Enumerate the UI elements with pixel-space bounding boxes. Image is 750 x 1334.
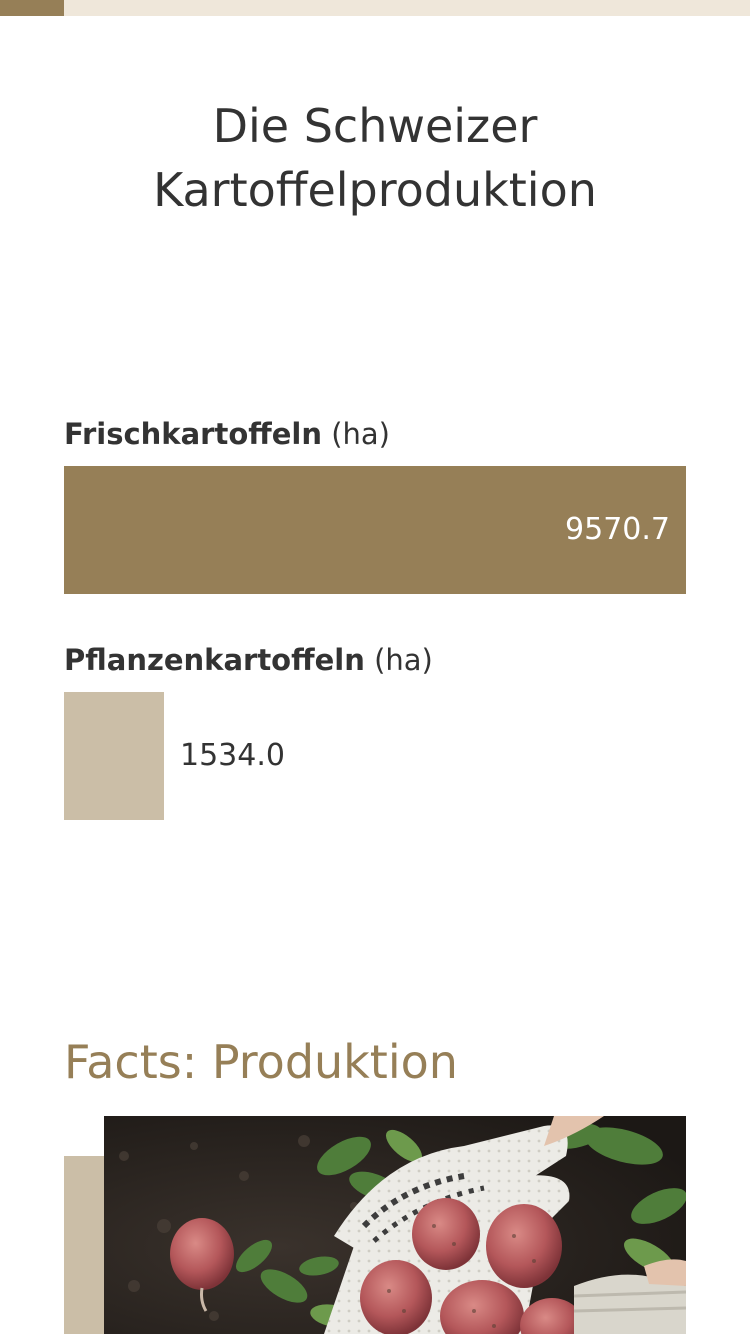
section-title: Facts: Produktion (64, 1035, 458, 1089)
bar-value-label: 9570.7 (565, 512, 670, 547)
potatoes-harvest-image (104, 1116, 686, 1334)
bar-unit: (ha) (321, 417, 390, 451)
scroll-progress-fill (0, 0, 64, 16)
bar-value-label: 1534.0 (180, 738, 285, 773)
bar-label: Frischkartoffeln (ha) (64, 414, 390, 454)
bar-unit: (ha) (364, 643, 433, 677)
bar-track: 9570.7 (64, 466, 686, 594)
bar (64, 692, 164, 820)
scroll-progress-track (0, 0, 750, 16)
bar-label: Pflanzenkartoffeln (ha) (64, 640, 433, 680)
page-title: Die Schweizer Kartoffelproduktion (153, 99, 597, 217)
bar (64, 466, 686, 594)
bar-category-name: Frischkartoffeln (64, 417, 322, 451)
bar-track: 1534.0 (64, 692, 686, 820)
decorative-accent-block (64, 1156, 104, 1334)
bar-category-name: Pflanzenkartoffeln (64, 643, 365, 677)
